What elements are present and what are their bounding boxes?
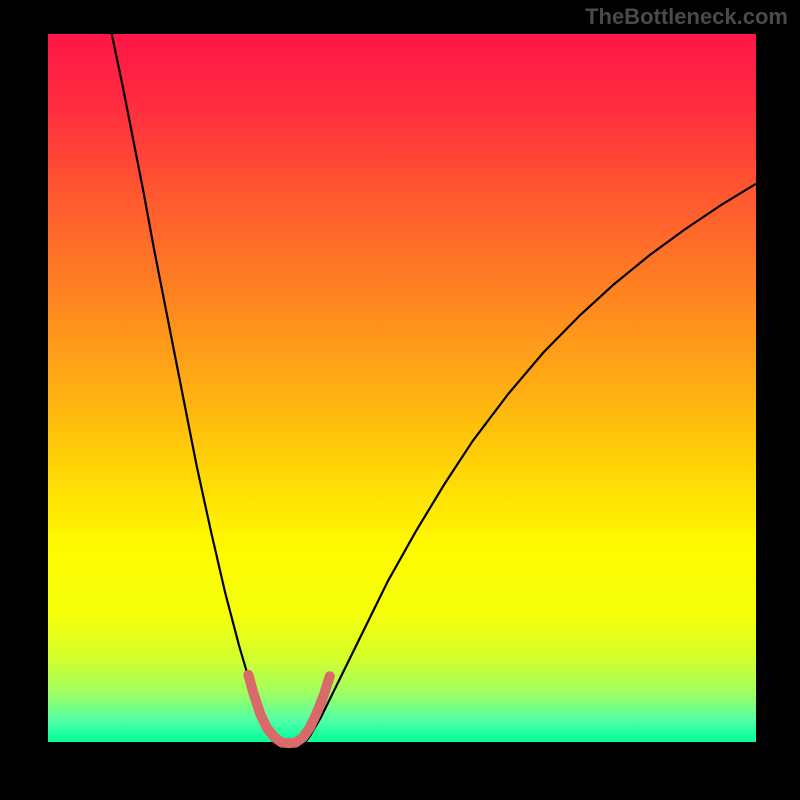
chart-svg xyxy=(48,34,756,754)
plot-area xyxy=(48,34,756,754)
bottom-highlight-marker xyxy=(248,675,329,743)
bottleneck-curve xyxy=(112,34,756,750)
watermark-text: TheBottleneck.com xyxy=(585,4,788,30)
